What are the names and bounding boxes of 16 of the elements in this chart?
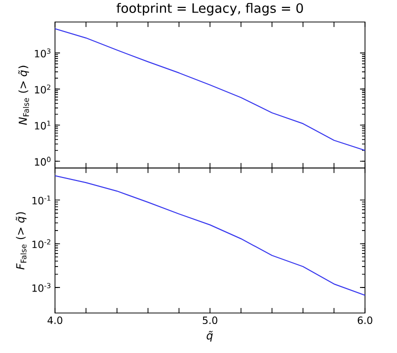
y-tick-label: 10$^{1}$: [34, 120, 50, 130]
y-axis-title: F$_{False}$ (> q̃): [16, 212, 27, 270]
line-series: [55, 28, 365, 151]
y-tick-label: 10$^{-1}$: [32, 196, 50, 204]
y-tick-label: 10$^{-2}$: [32, 239, 50, 248]
y-tick-label: 10$^{3}$: [34, 48, 50, 58]
y-tick-label: 10$^{2}$: [34, 84, 50, 94]
x-axis-title: q̃: [206, 330, 213, 342]
y-tick-label: 10$^{0}$: [34, 156, 51, 166]
x-tick-label: 4.0: [48, 316, 62, 324]
chart-title: footprint = Legacy, flags = 0: [116, 2, 303, 16]
line-series: [55, 175, 365, 296]
x-tick-label: 6.0: [358, 316, 372, 324]
x-tick-label: 5.0: [202, 316, 218, 324]
y-tick-label: 10$^{-3}$: [32, 282, 50, 292]
y-axis-title: N$_{False}$ (> q̃): [18, 66, 30, 125]
